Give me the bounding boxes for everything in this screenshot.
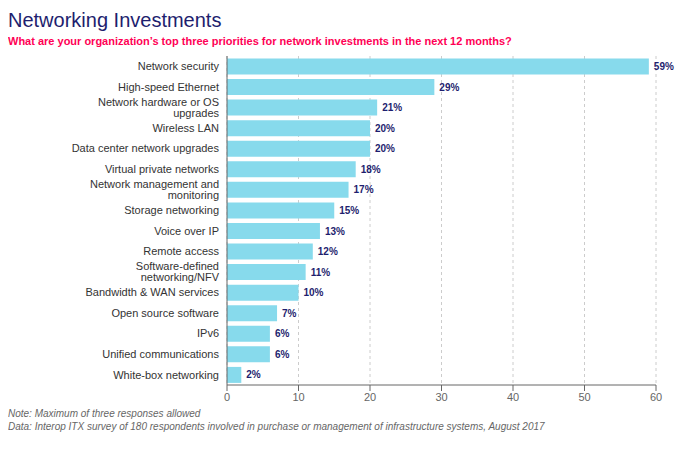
svg-text:21%: 21% [382, 102, 402, 113]
svg-text:Network hardware or OSupgrades: Network hardware or OSupgrades [98, 96, 220, 119]
svg-text:Storage networking: Storage networking [124, 204, 219, 216]
svg-text:High-speed Ethernet: High-speed Ethernet [118, 81, 219, 93]
svg-text:Bandwidth & WAN services: Bandwidth & WAN services [86, 286, 220, 298]
svg-text:Remote access: Remote access [143, 245, 219, 257]
svg-text:0: 0 [224, 391, 230, 403]
svg-text:Voice over IP: Voice over IP [154, 225, 219, 237]
svg-text:15%: 15% [339, 205, 359, 216]
svg-text:18%: 18% [361, 164, 381, 175]
svg-text:White-box networking: White-box networking [113, 369, 219, 381]
svg-text:30: 30 [435, 391, 447, 403]
svg-text:IPv6: IPv6 [197, 327, 219, 339]
svg-text:17%: 17% [354, 184, 374, 195]
svg-text:10%: 10% [304, 287, 324, 298]
svg-text:Open source software: Open source software [111, 307, 219, 319]
svg-text:20: 20 [364, 391, 376, 403]
svg-text:10: 10 [292, 391, 304, 403]
svg-text:12%: 12% [318, 246, 338, 257]
svg-text:Network security: Network security [138, 60, 220, 72]
svg-text:60: 60 [650, 391, 662, 403]
html-text:What are your organization’s t: What are your organization’s top three p… [8, 35, 512, 47]
svg-text:Virtual private networks: Virtual private networks [105, 163, 220, 175]
svg-text:11%: 11% [311, 267, 331, 278]
svg-text:29%: 29% [439, 82, 459, 93]
svg-text:59%: 59% [654, 61, 674, 72]
svg-text:Data center network upgrades: Data center network upgrades [72, 142, 220, 154]
svg-text:2%: 2% [246, 369, 261, 380]
svg-text:6%: 6% [275, 349, 290, 360]
svg-text:Wireless LAN: Wireless LAN [152, 122, 219, 134]
html-text:Note: Maximum of three respons: Note: Maximum of three responses allowed [8, 408, 201, 419]
html-text:Networking Investments: Networking Investments [8, 9, 222, 31]
html-text:Data: Interop ITX survey of 18: Data: Interop ITX survey of 180 responde… [8, 421, 545, 432]
svg-text:40: 40 [507, 391, 519, 403]
svg-text:Unified communications: Unified communications [102, 348, 219, 360]
svg-text:20%: 20% [375, 123, 395, 134]
svg-text:6%: 6% [275, 328, 290, 339]
svg-text:Software-definednetworking/NFV: Software-definednetworking/NFV [136, 260, 220, 283]
svg-text:7%: 7% [282, 308, 297, 319]
svg-text:50: 50 [578, 391, 590, 403]
svg-text:Network management andmonitori: Network management andmonitoring [90, 178, 219, 201]
svg-text:13%: 13% [325, 226, 345, 237]
svg-text:20%: 20% [375, 143, 395, 154]
